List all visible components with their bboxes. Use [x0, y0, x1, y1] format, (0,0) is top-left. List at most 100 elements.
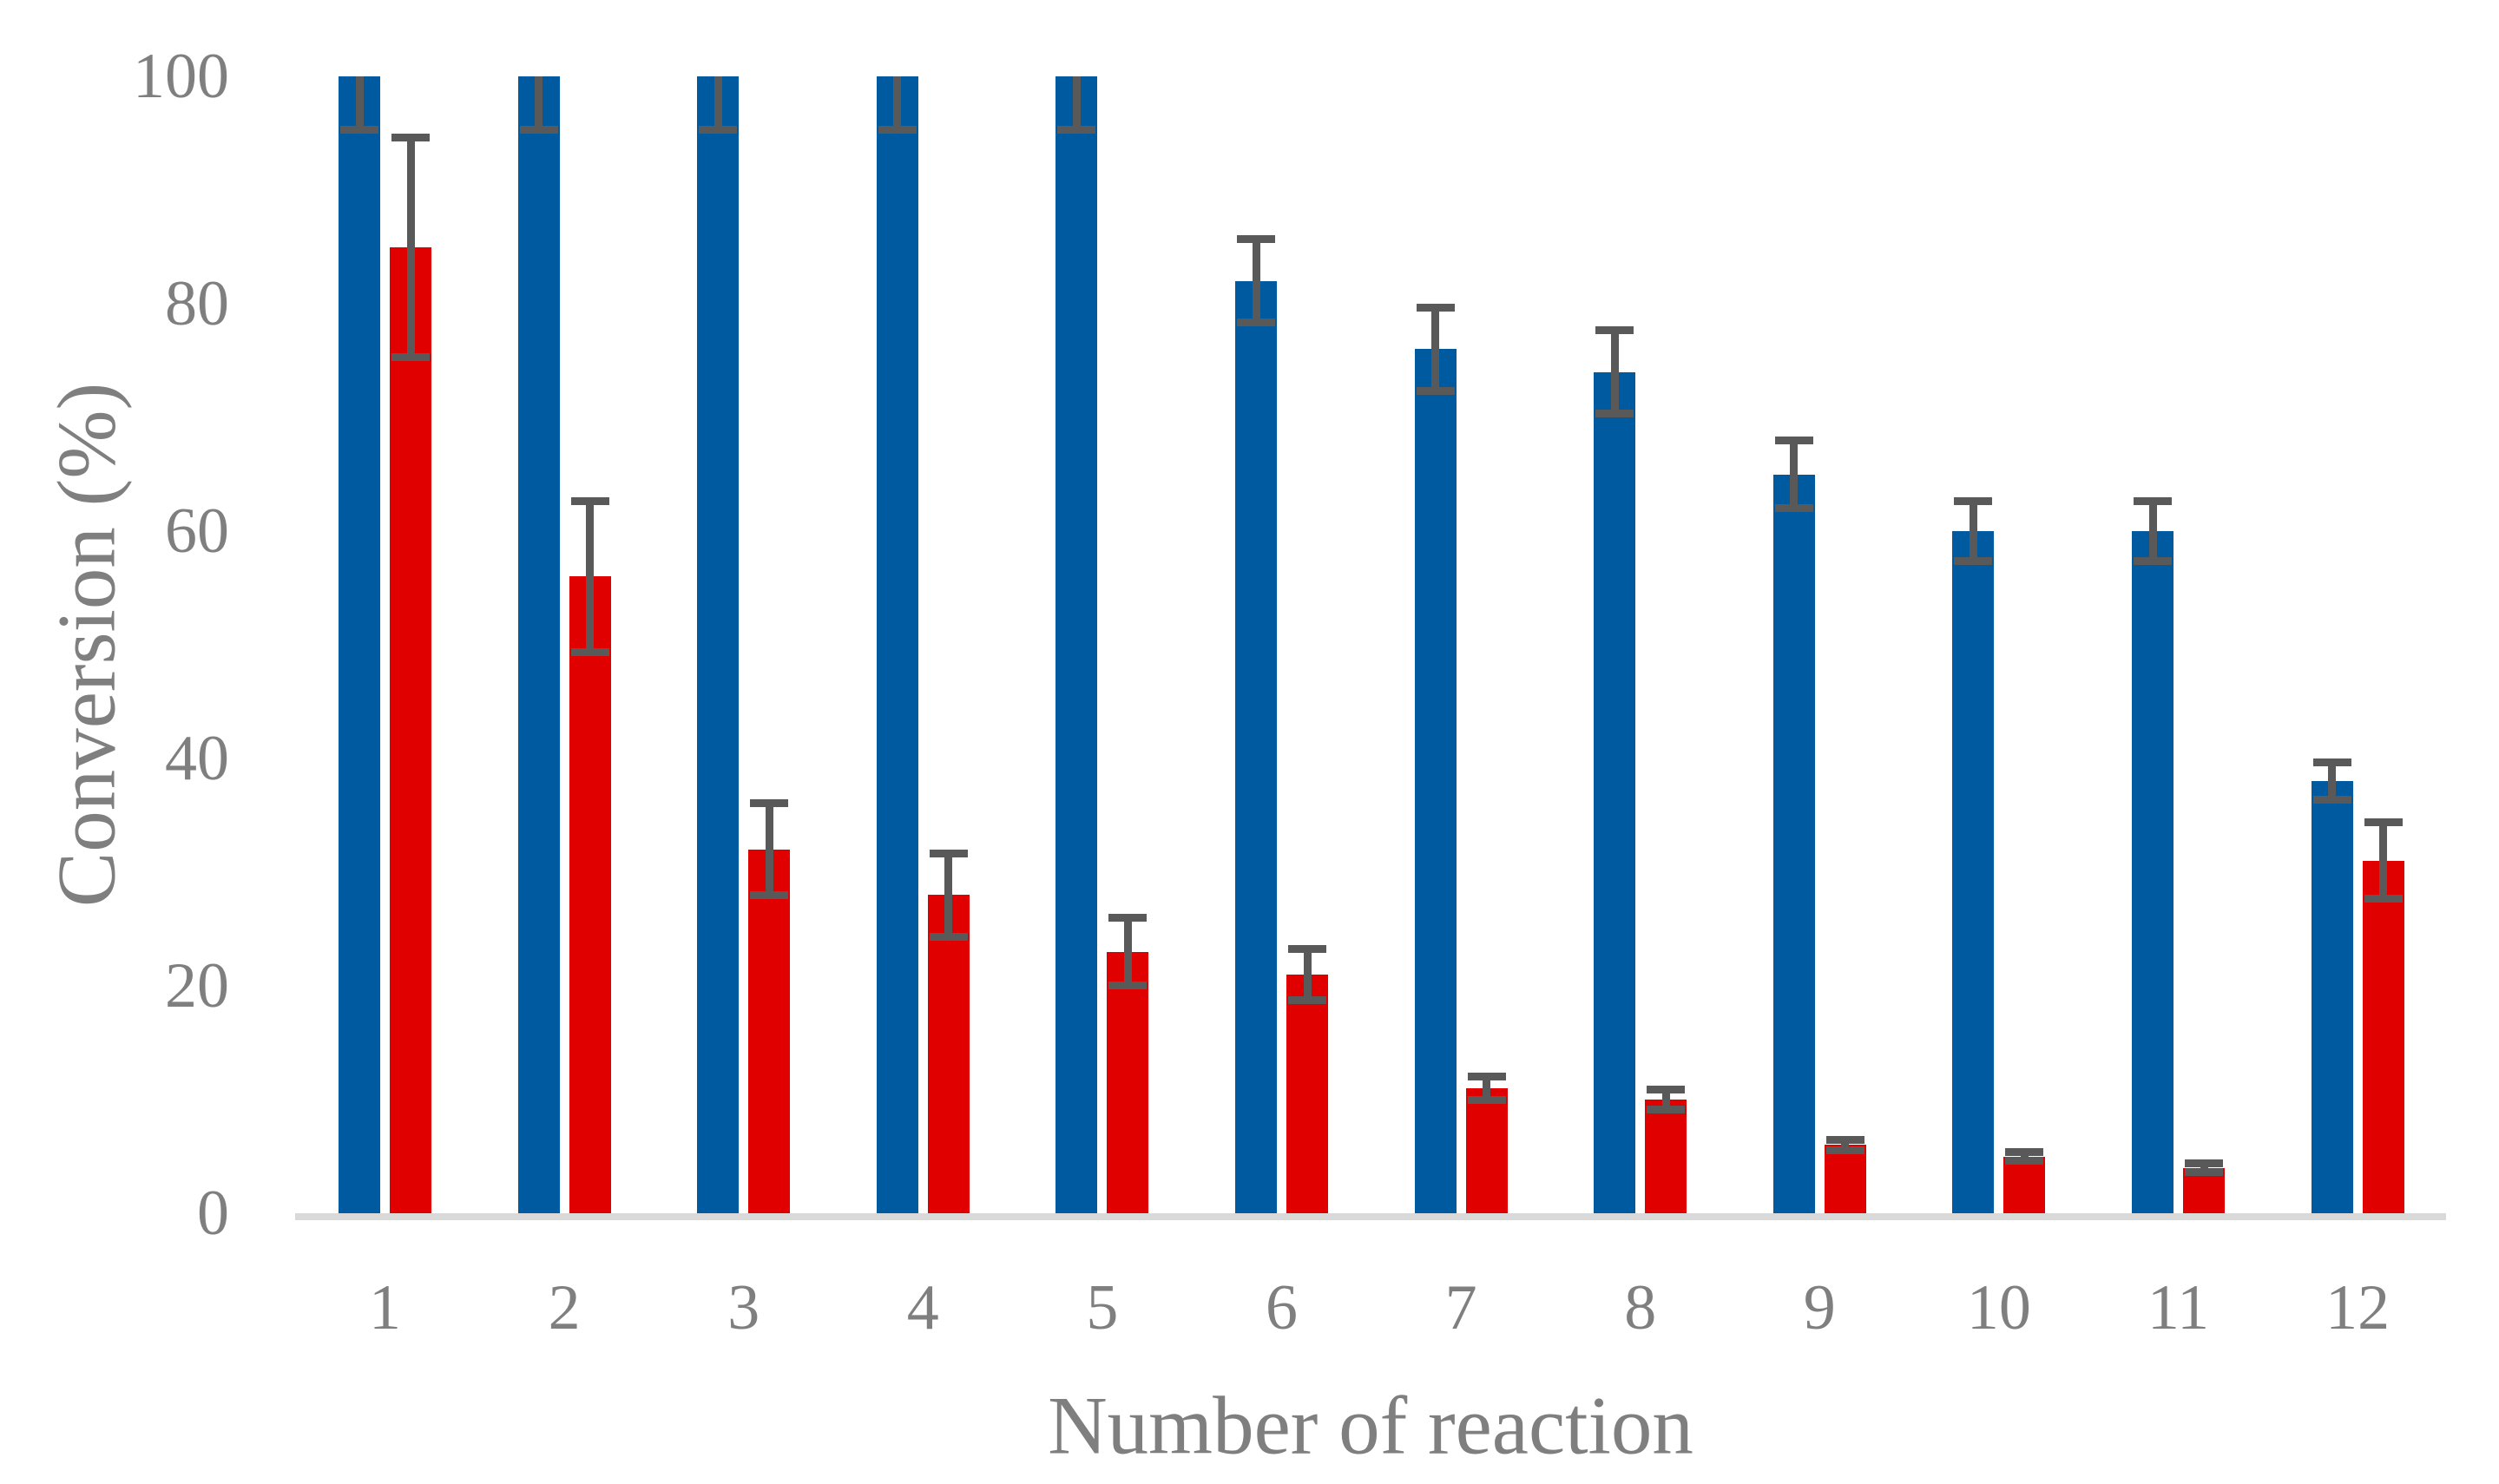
error-bar-cap-bot	[2364, 895, 2403, 903]
error-bar-cap-bot	[878, 125, 917, 134]
error-bar-cap-bot	[1595, 409, 1634, 417]
error-bar-stem	[535, 76, 543, 134]
red-bar	[927, 895, 970, 1213]
red-bar	[1824, 1145, 1866, 1213]
error-bar-stem	[1252, 235, 1260, 327]
red-error-bar	[570, 496, 609, 657]
blue-error-bar	[1237, 235, 1275, 327]
x-category-label: 6	[1266, 1272, 1298, 1343]
error-bar-cap-bot	[2134, 557, 2172, 566]
error-bar-cap-top	[1774, 437, 1813, 445]
x-axis-title: Number of reaction	[1048, 1379, 1693, 1472]
error-bar-cap-bot	[1647, 1105, 1686, 1113]
error-bar-stem	[944, 849, 953, 941]
error-bar-stem	[1303, 944, 1312, 1004]
error-bar-cap-bot	[519, 125, 558, 134]
error-bar-cap-bot	[1825, 1146, 1864, 1154]
error-bar-stem	[1123, 914, 1132, 989]
red-error-bar	[2185, 1159, 2223, 1176]
error-bar-cap-top	[750, 799, 789, 808]
red-bar	[748, 849, 791, 1213]
error-bar-cap-bot	[1416, 386, 1455, 395]
error-bar-stem	[1610, 326, 1619, 417]
error-bar-cap-bot	[1057, 125, 1096, 134]
blue-error-bar	[699, 76, 738, 134]
red-error-bar	[1647, 1086, 1686, 1113]
error-bar-cap-bot	[2312, 796, 2351, 804]
blue-error-bar	[878, 76, 917, 134]
x-category-label: 8	[1624, 1272, 1657, 1343]
red-bar	[1465, 1087, 1508, 1213]
error-bar-stem	[586, 496, 595, 657]
error-bar-cap-top	[391, 133, 430, 141]
blue-error-bar	[1774, 437, 1813, 512]
error-bar-stem	[714, 76, 722, 134]
error-bar-cap-top	[570, 496, 609, 505]
blue-bar	[697, 76, 740, 1213]
red-bar	[569, 576, 611, 1213]
error-bar-cap-top	[2364, 818, 2403, 827]
error-bar-cap-top	[1595, 326, 1634, 335]
red-error-bar	[1288, 944, 1326, 1004]
error-bar-stem	[1790, 437, 1799, 512]
y-tick-label: 40	[165, 723, 229, 794]
red-error-bar	[391, 133, 430, 361]
blue-bar	[1414, 349, 1457, 1213]
error-bar-stem	[2328, 758, 2337, 804]
error-bar-cap-top	[1467, 1072, 1506, 1080]
error-bar-cap-top	[1416, 304, 1455, 312]
blue-bar	[339, 76, 380, 1213]
error-bar-stem	[1661, 1086, 1670, 1113]
error-bar-stem	[1483, 1072, 1491, 1105]
blue-bar	[1952, 531, 1995, 1213]
y-tick-label: 20	[165, 950, 229, 1021]
error-bar-cap-top	[2134, 496, 2172, 505]
blue-bar	[1235, 280, 1277, 1213]
error-bar-cap-bot	[1467, 1096, 1506, 1105]
error-bar-stem	[2148, 496, 2157, 566]
x-category-label: 12	[2325, 1272, 2390, 1343]
error-bar-cap-bot	[1108, 981, 1148, 989]
error-bar-cap-top	[1647, 1086, 1686, 1094]
error-bar-cap-top	[2005, 1148, 2044, 1157]
blue-bar	[2132, 531, 2173, 1213]
error-bar-stem	[765, 799, 773, 900]
error-bar-stem	[2379, 818, 2388, 903]
error-bar-cap-bot	[1237, 318, 1275, 327]
error-bar-cap-top	[929, 849, 968, 857]
error-bar-cap-top	[1825, 1135, 1864, 1144]
error-bar-cap-bot	[929, 932, 968, 941]
blue-error-bar	[2312, 758, 2351, 804]
error-bar-cap-bot	[750, 891, 789, 900]
blue-error-bar	[2134, 496, 2172, 566]
red-bar	[2003, 1156, 2046, 1213]
x-category-label: 5	[1086, 1272, 1119, 1343]
error-bar-cap-top	[1288, 944, 1326, 953]
red-bar	[1107, 951, 1149, 1213]
error-bar-stem	[355, 76, 364, 134]
red-error-bar	[1467, 1072, 1506, 1105]
y-tick-label: 60	[165, 496, 229, 567]
blue-error-bar	[1595, 326, 1634, 417]
error-bar-cap-bot	[1774, 503, 1813, 512]
red-error-bar	[750, 799, 789, 900]
y-tick-label: 0	[197, 1178, 229, 1249]
x-category-label: 4	[906, 1272, 939, 1343]
y-tick-label: 100	[133, 41, 229, 112]
x-category-label: 11	[2147, 1272, 2210, 1343]
error-bar-stem	[1841, 1135, 1850, 1154]
error-bar-cap-top	[1237, 235, 1275, 244]
red-bar	[2362, 860, 2404, 1213]
x-category-label: 3	[727, 1272, 760, 1343]
error-bar-stem	[1969, 496, 1977, 566]
blue-error-bar	[519, 76, 558, 134]
x-category-label: 2	[548, 1272, 581, 1343]
error-bar-cap-bot	[1288, 995, 1326, 1004]
x-category-label: 10	[1966, 1272, 2031, 1343]
error-bar-cap-bot	[1954, 557, 1993, 566]
x-category-label: 9	[1803, 1272, 1836, 1343]
red-error-bar	[929, 849, 968, 941]
error-bar-cap-bot	[699, 125, 738, 134]
blue-bar	[1772, 474, 1815, 1213]
